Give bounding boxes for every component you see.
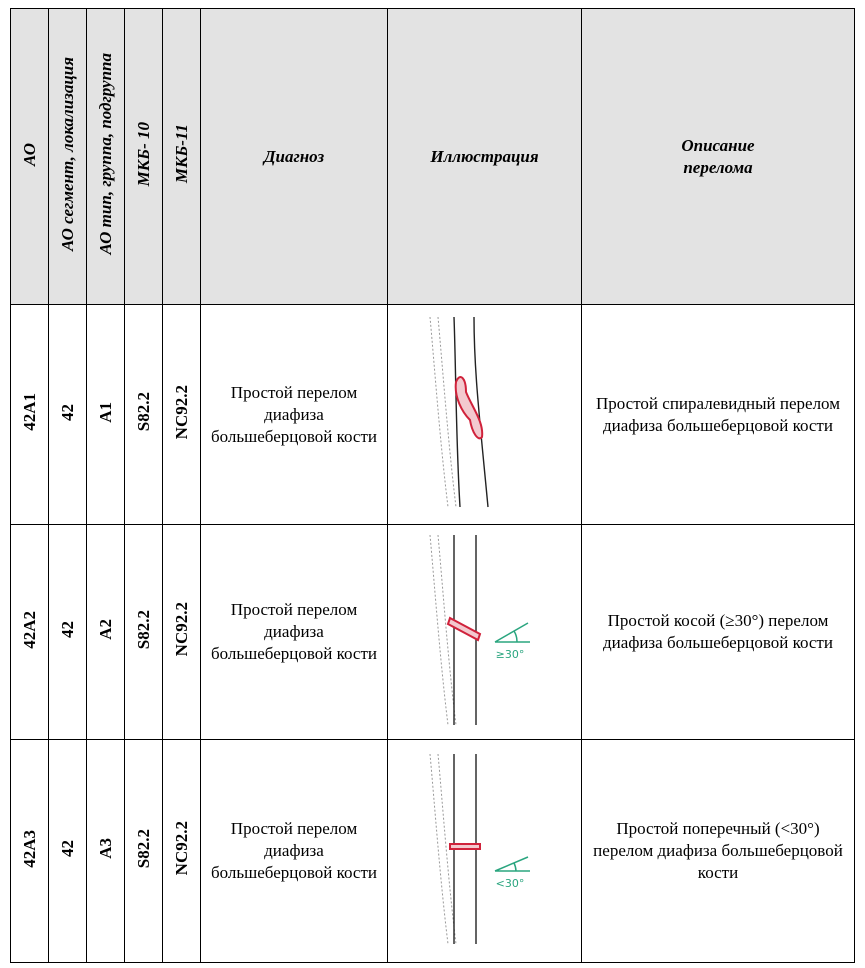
cell: Простой перелом диафиза большеберцовой к…	[200, 524, 388, 740]
bone-illustration: ≥30°	[429, 534, 530, 725]
cell: Простой перелом диафиза большеберцовой к…	[200, 739, 388, 963]
cell: 42	[48, 524, 87, 740]
cell: 42	[48, 304, 87, 525]
header-text: Диагноз	[263, 146, 325, 166]
header-cell: МКБ- 10	[124, 8, 163, 305]
table-row: 42A3 42 A3 S82.2 NC92.2 Простой перелом диафи…	[10, 739, 855, 963]
illustration-cell: <30°	[387, 739, 582, 963]
cell-text: NC92.2	[171, 384, 191, 440]
cell: 42A2	[10, 524, 49, 740]
cell-text: 42	[57, 621, 77, 638]
table-row: 42A2 42 A2 S82.2 NC92.2 Простой перелом диафи…	[10, 524, 855, 740]
cell: Простой косой (≥30°) перелом диафиза бол…	[581, 524, 855, 740]
cell-text: S82.2	[133, 828, 153, 869]
tibia	[452, 316, 489, 508]
cell-text: NC92.2	[171, 821, 191, 876]
cell: Простой перелом диафиза большеберцовой к…	[200, 304, 388, 525]
header-cell: АО тип, группа, подгруппа	[86, 8, 125, 305]
fibula	[429, 753, 456, 944]
header-cell: АО	[10, 8, 49, 305]
cell: NC92.2	[162, 524, 201, 740]
description-text: Простой косой (≥30°) перелом диафиза бол…	[603, 611, 833, 652]
bone-illustration: <30°	[429, 753, 530, 944]
angle-label: <30°	[495, 877, 524, 890]
cell-text: 42	[57, 403, 77, 421]
fracture	[446, 616, 481, 641]
fracture-table: АО АО сегмент, локализация АО тип, групп…	[10, 8, 855, 963]
angle	[494, 621, 530, 643]
header-cell: МКБ-11	[162, 8, 201, 305]
angle-label: ≥30°	[495, 648, 524, 661]
fracture	[454, 376, 483, 440]
cell-text: A3	[95, 838, 115, 859]
cell: 42A3	[10, 739, 49, 963]
cell-text: A1	[95, 401, 115, 423]
bone-illustration	[429, 316, 489, 508]
fracture	[448, 842, 481, 850]
header-text: АО тип, группа, подгруппа	[95, 53, 115, 255]
fibula	[429, 534, 456, 725]
header-text: АО сегмент, локализация	[57, 56, 77, 252]
cell-text: 42A2	[19, 610, 39, 649]
tibia	[452, 534, 477, 725]
cell: S82.2	[124, 304, 163, 525]
description-text: Простой спиралевидный перелом диафиза бо…	[595, 393, 840, 435]
cell: A1	[86, 304, 125, 525]
header-text: АО	[19, 142, 39, 166]
header-row: АО АО сегмент, локализация АО тип, групп…	[10, 8, 855, 305]
cell: 42	[48, 739, 87, 963]
cell-text: 42A3	[19, 829, 39, 868]
header-text: Описание перелома	[681, 135, 755, 177]
header-text: МКБ- 10	[133, 121, 153, 187]
header-cell: Описание перелома	[581, 8, 855, 305]
cell-text: NC92.2	[171, 602, 191, 657]
cell: S82.2	[124, 739, 163, 963]
header-text: МКБ-11	[171, 124, 191, 184]
cell: NC92.2	[162, 739, 201, 963]
cell: NC92.2	[162, 304, 201, 525]
cell: 42A1	[10, 304, 49, 525]
cell-text: S82.2	[133, 392, 153, 432]
cell-text: S82.2	[133, 609, 153, 650]
cell-text: 42	[57, 840, 77, 857]
table-row: 42A1 42 A1 S82.2 NC92.2 Простой перелом диафи…	[10, 304, 855, 525]
description-text: Простой поперечный (<30°) перелом диафиз…	[593, 819, 843, 882]
cell: Простой поперечный (<30°) перелом диафиз…	[581, 739, 855, 963]
diagnosis-text: Простой перелом диафиза большеберцовой к…	[210, 600, 377, 663]
cell-text: A2	[95, 619, 115, 640]
cell: S82.2	[124, 524, 163, 740]
illustration-cell	[387, 304, 582, 525]
diagnosis-text: Простой перелом диафиза большеберцовой к…	[210, 819, 377, 882]
fibula	[429, 316, 456, 508]
cell: Простой спиралевидный перелом диафиза бо…	[581, 304, 855, 525]
header-cell: Диагноз	[200, 8, 388, 305]
illustration-cell: ≥30°	[387, 524, 582, 740]
angle	[494, 855, 530, 872]
header-cell: Иллюстрация	[387, 8, 582, 305]
header-text: Иллюстрация	[430, 146, 539, 166]
cell-text: 42A1	[19, 393, 39, 431]
cell: A2	[86, 524, 125, 740]
cell: A3	[86, 739, 125, 963]
header-cell: АО сегмент, локализация	[48, 8, 87, 305]
diagnosis-text: Простой перелом диафиза большеберцовой к…	[210, 382, 377, 446]
